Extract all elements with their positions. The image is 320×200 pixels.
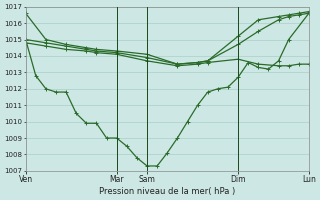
X-axis label: Pression niveau de la mer( hPa ): Pression niveau de la mer( hPa ) (99, 187, 236, 196)
